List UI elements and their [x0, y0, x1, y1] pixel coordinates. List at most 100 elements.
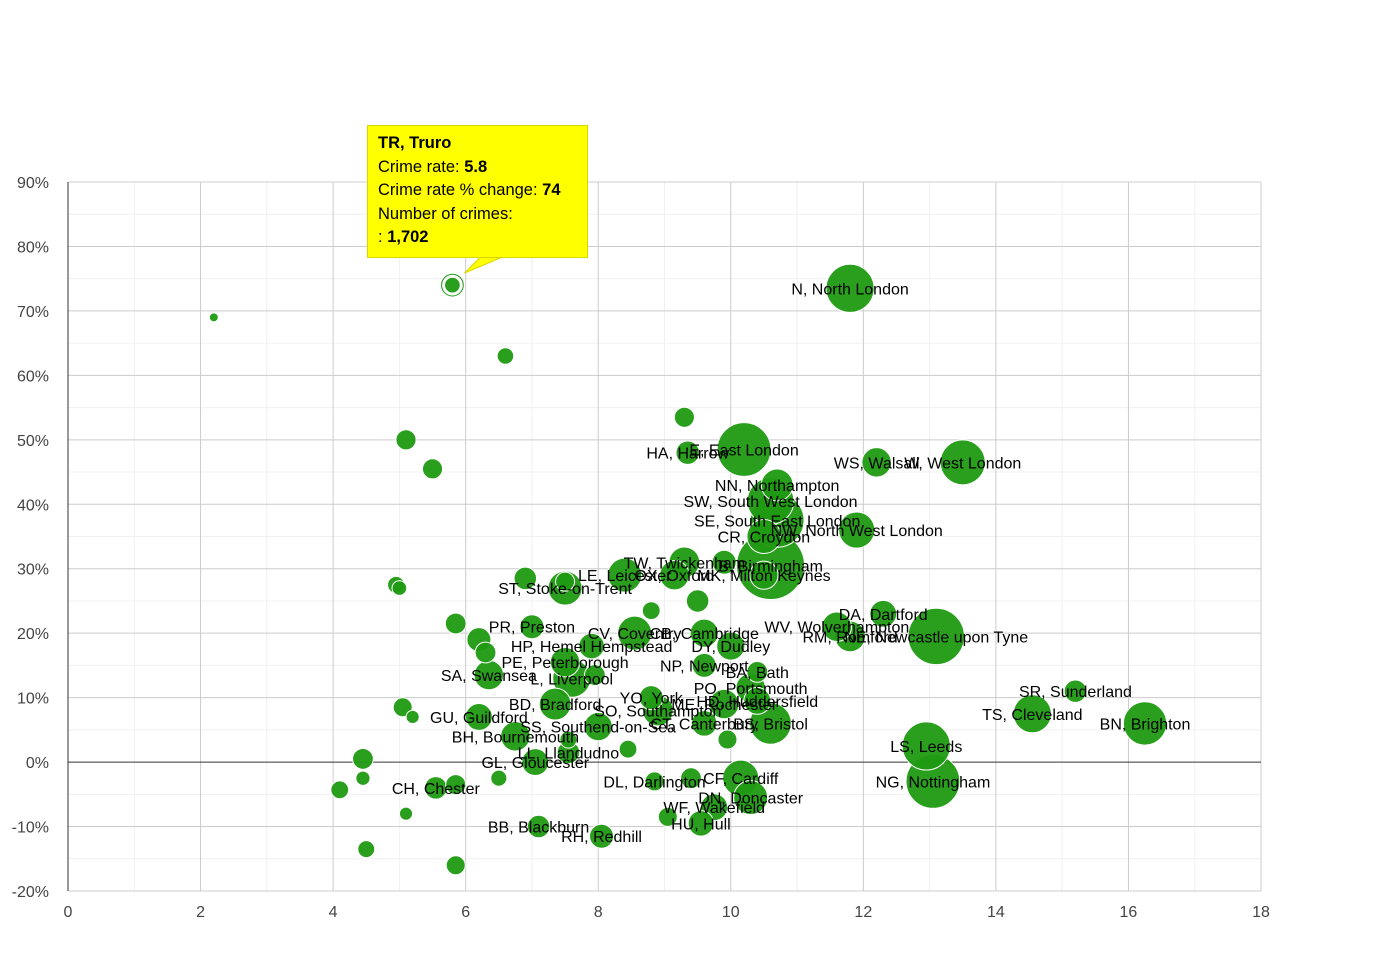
- data-bubble: [716, 631, 746, 661]
- data-bubble: [687, 810, 715, 837]
- grid-lines: [67, 181, 1262, 892]
- data-bubble: [743, 686, 772, 715]
- data-bubble: [444, 612, 467, 635]
- tooltip-change-row: Crime rate % change: 74: [378, 179, 577, 203]
- bubble-label: HA, Harrow: [646, 446, 729, 463]
- bubble-label: WS, Walsall: [834, 455, 920, 472]
- y-tick-label: 70%: [17, 304, 49, 321]
- bubble-label: NG, Nottingham: [876, 774, 991, 791]
- tooltip-change-label: Crime rate % change:: [378, 181, 538, 199]
- tooltip: TR, Truro Crime rate: 5.8 Crime rate % c…: [367, 125, 588, 258]
- bubble-label: TS, Cleveland: [982, 707, 1083, 724]
- data-bubble: [1122, 701, 1168, 746]
- bubble-label: NP, Newport: [660, 658, 749, 675]
- bubble-label: SR, Sunderland: [1019, 684, 1132, 701]
- bubble-label: BN, Brighton: [1100, 716, 1191, 733]
- bubble-label: HP, Hemel Hempstead: [511, 639, 673, 656]
- data-bubble: [760, 468, 794, 502]
- data-bubble: [500, 721, 531, 752]
- bubble-label: NE, Newcastle upon Tyne: [844, 629, 1028, 646]
- data-bubble: [445, 855, 466, 876]
- axes: 0 2 4 6 8 10 12 14 16 18 -20% -10% 0% 10% 20% 30% 40% 50%…: [12, 175, 1270, 921]
- data-bubble: [391, 580, 408, 596]
- bubble-label: B, Birmingham: [718, 559, 823, 576]
- tooltip-change-value: 74: [542, 181, 561, 199]
- bubble-label: CT, Canterbury: [650, 716, 758, 733]
- bubble-label: CB, Cambridge: [650, 626, 759, 643]
- x-tick-label: 4: [329, 904, 338, 921]
- y-tick-label: 50%: [17, 433, 49, 450]
- data-bubble: [583, 712, 613, 742]
- data-bubble: [641, 601, 661, 621]
- x-tick-label: 18: [1252, 904, 1270, 921]
- y-tick-label: 90%: [17, 175, 49, 192]
- y-tick-label: -10%: [12, 820, 49, 837]
- data-bubble: [521, 748, 550, 777]
- data-bubble: [907, 607, 965, 666]
- tooltip-rate-label: Crime rate:: [378, 157, 460, 176]
- y-tick-label: 10%: [17, 691, 49, 708]
- bubble-label: GU, Guildford: [430, 710, 528, 727]
- data-bubble: [617, 615, 653, 651]
- bubble-label: RM, Romford: [803, 629, 898, 646]
- bubble-label: TW, Twickenham: [624, 555, 746, 572]
- bubble-label: LS, Leeds: [890, 739, 962, 756]
- bubble-label: N, North London: [791, 281, 908, 298]
- bubble-label: SA, Swansea: [441, 668, 537, 685]
- data-bubble: [392, 697, 413, 718]
- data-bubble: [901, 721, 951, 771]
- data-bubble: [689, 618, 719, 648]
- data-bubble: [838, 511, 876, 549]
- bubble-label: CH, Chester: [392, 781, 481, 798]
- bubble-label: YO, York: [620, 691, 684, 708]
- y-tick-label: 60%: [17, 368, 49, 385]
- y-tick-label: 30%: [17, 562, 49, 579]
- bubble-label: SS, Southend-on-Sea: [520, 720, 676, 737]
- data-bubble: [716, 422, 772, 477]
- data-bubble: [1012, 694, 1052, 734]
- data-bubble: [749, 560, 779, 590]
- data-bubble: [496, 347, 515, 365]
- y-tick-label: 0%: [26, 755, 49, 772]
- x-tick-label: 8: [594, 904, 603, 921]
- bubble-label: HU, Hull: [671, 816, 731, 833]
- bubble-label: DN, Doncaster: [698, 791, 804, 808]
- y-tick-label: 40%: [17, 497, 49, 514]
- tooltip-count-value-row: : 1,702: [378, 226, 577, 250]
- data-bubble: [559, 730, 578, 749]
- bubble-label: CR, Croydon: [718, 530, 810, 547]
- bubble-label: W, West London: [904, 455, 1021, 472]
- x-tick-label: 12: [854, 904, 872, 921]
- data-bubble: [733, 780, 769, 816]
- bubble-label: NN, Northampton: [715, 478, 840, 495]
- data-bubble: [526, 814, 551, 839]
- highlight-ring: [441, 273, 464, 297]
- data-bubble: [538, 687, 572, 721]
- bubble-label: WF, Wakefield: [663, 800, 765, 817]
- tooltip-rate-row: Crime rate: 5.8: [378, 156, 577, 180]
- bubble-label: BD, Bradford: [509, 697, 601, 714]
- bubble-label: BB, Blackburn: [488, 820, 589, 837]
- bubble-label: WV, Wolverhampton: [764, 620, 909, 637]
- bubble-label: MK, Milton Keynes: [697, 568, 830, 585]
- bubble-label: BH, Bournemouth: [452, 729, 579, 746]
- bubble-label: CF, Cardiff: [703, 771, 779, 788]
- data-bubble: [680, 767, 702, 790]
- data-bubble: [444, 276, 461, 294]
- data-bubble: [711, 549, 737, 575]
- data-bubble: [352, 747, 374, 770]
- y-tick-label: -20%: [12, 884, 49, 901]
- bubble-label: L, Liverpool: [530, 671, 613, 688]
- x-tick-label: 2: [196, 904, 205, 921]
- data-bubble: [355, 770, 371, 786]
- bubble-label: DY, Dudley: [691, 639, 770, 656]
- bubble-label: BA, Bath: [726, 665, 789, 682]
- tooltip-count-row: Number of crimes:: [378, 203, 577, 227]
- bubble-label: SO, Southampton: [594, 704, 721, 721]
- bubble-label: CV, Coventry: [588, 626, 682, 643]
- data-bubble: [618, 739, 638, 759]
- bubbles-layer: [208, 263, 1168, 876]
- data-bubble: [490, 769, 508, 787]
